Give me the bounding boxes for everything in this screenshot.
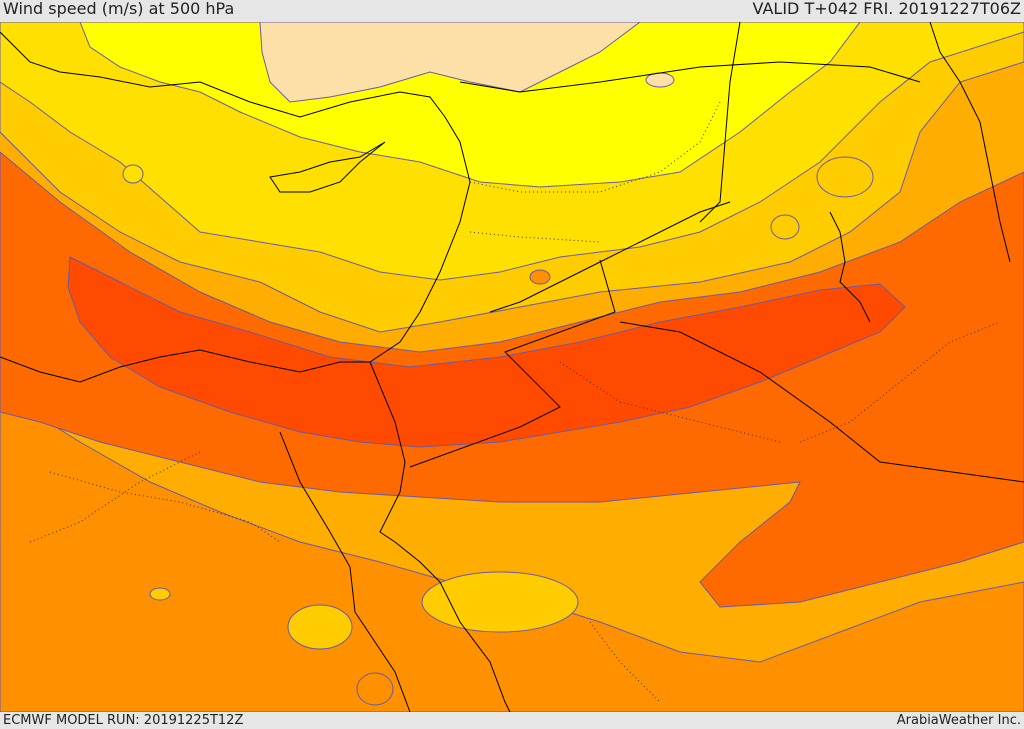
wind-blob [287, 604, 353, 650]
map-title: Wind speed (m/s) at 500 hPa [3, 0, 235, 18]
country-lines [409, 201, 1024, 483]
wind-band-orange-south [0, 391, 1024, 712]
wind-band-red-orange [67, 256, 906, 448]
wind-blob [770, 214, 800, 240]
wind-speed-map [0, 22, 1024, 712]
coastlines [0, 22, 1011, 712]
wind-blob [816, 156, 874, 198]
wind-blob [421, 571, 579, 633]
model-run-label: ECMWF MODEL RUN: 20191225T12Z [3, 713, 244, 728]
wind-blob [356, 672, 394, 706]
wind-blob [122, 164, 144, 184]
wind-band-lightest [259, 22, 641, 103]
wind-blob [645, 72, 675, 88]
political-borders [29, 101, 1001, 703]
wind-blob [149, 587, 171, 601]
wind-blob [529, 269, 551, 285]
valid-time: VALID T+042 FRI. 20191227T06Z [752, 0, 1021, 18]
credit-label: ArabiaWeather Inc. [896, 713, 1021, 728]
map-canvas [0, 22, 1024, 712]
header-bar: Wind speed (m/s) at 500 hPa VALID T+042 … [0, 0, 1024, 22]
footer-bar: ECMWF MODEL RUN: 20191225T12Z ArabiaWeat… [0, 712, 1024, 729]
